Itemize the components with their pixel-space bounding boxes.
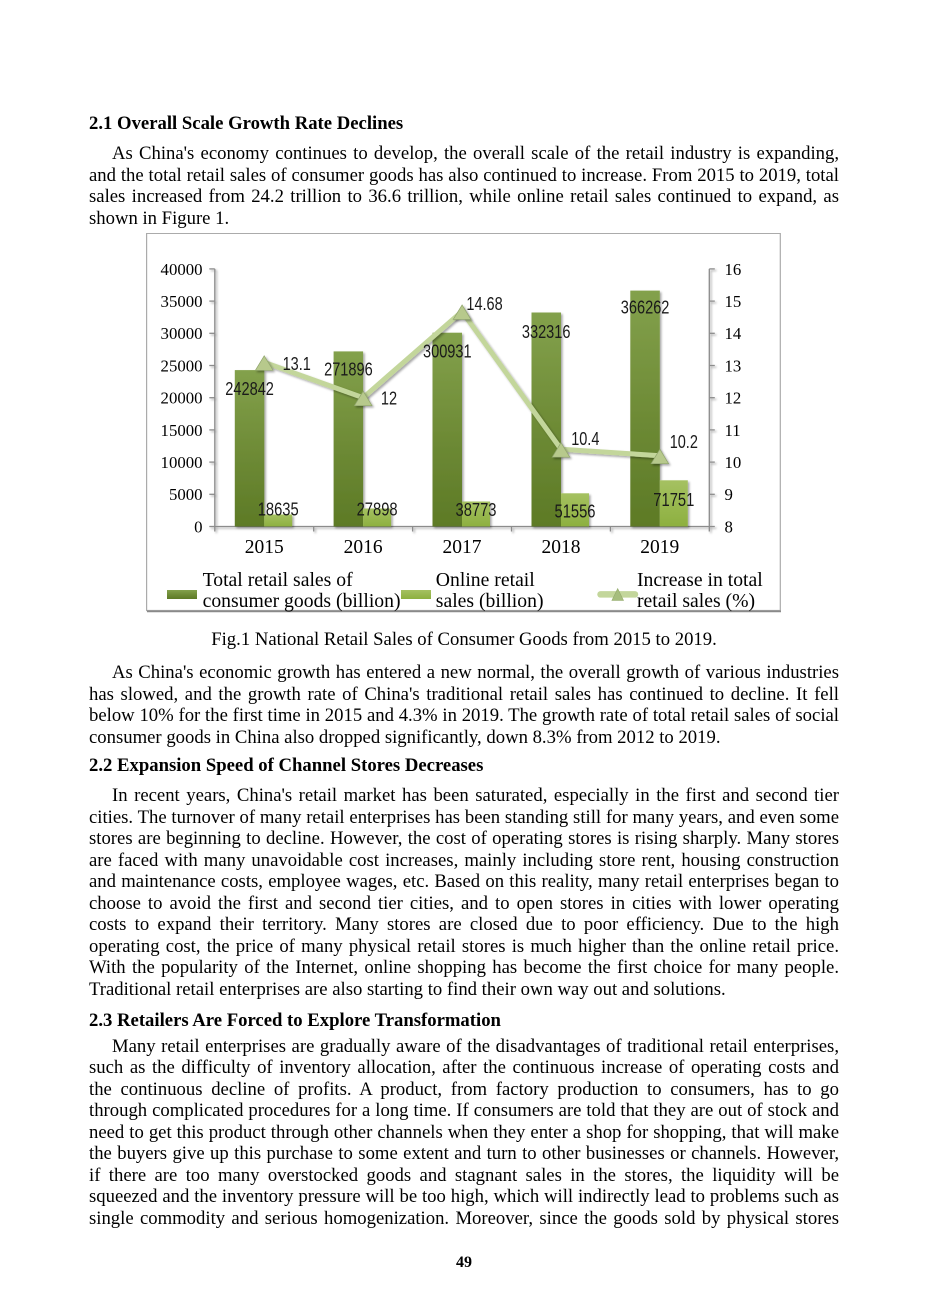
svg-text:71751: 71751 <box>653 490 694 510</box>
svg-text:332316: 332316 <box>522 322 571 342</box>
svg-text:2018: 2018 <box>542 537 581 558</box>
svg-text:51556: 51556 <box>555 502 596 522</box>
svg-text:0: 0 <box>194 517 202 536</box>
svg-text:2017: 2017 <box>443 537 482 558</box>
svg-text:18635: 18635 <box>258 500 299 520</box>
svg-text:9: 9 <box>725 485 733 504</box>
svg-text:10.4: 10.4 <box>571 429 599 449</box>
svg-text:5000: 5000 <box>169 485 203 504</box>
svg-text:40000: 40000 <box>161 260 203 279</box>
svg-text:15: 15 <box>725 292 742 311</box>
svg-text:consumer goods (billion): consumer goods (billion) <box>203 590 401 612</box>
svg-text:14.68: 14.68 <box>466 294 502 314</box>
svg-text:15000: 15000 <box>161 421 203 440</box>
svg-text:11: 11 <box>725 421 741 440</box>
svg-text:10.2: 10.2 <box>670 432 698 452</box>
svg-text:27898: 27898 <box>357 500 398 520</box>
svg-text:300931: 300931 <box>423 342 472 362</box>
svg-text:10000: 10000 <box>161 453 203 472</box>
svg-text:242842: 242842 <box>225 379 274 399</box>
svg-text:10: 10 <box>725 453 742 472</box>
svg-text:13: 13 <box>725 356 742 375</box>
svg-text:2019: 2019 <box>640 537 679 558</box>
svg-text:35000: 35000 <box>161 292 203 311</box>
svg-text:20000: 20000 <box>161 389 203 408</box>
svg-text:Total retail sales of: Total retail sales of <box>203 569 353 591</box>
svg-text:14: 14 <box>725 324 742 343</box>
svg-text:25000: 25000 <box>161 356 203 375</box>
svg-text:Online retail: Online retail <box>436 569 535 591</box>
svg-text:12: 12 <box>725 389 742 408</box>
svg-text:16: 16 <box>725 260 742 279</box>
svg-text:2016: 2016 <box>344 537 383 558</box>
svg-text:Increase in total: Increase in total <box>637 569 763 591</box>
svg-text:30000: 30000 <box>161 324 203 343</box>
svg-text:13.1: 13.1 <box>283 354 311 374</box>
svg-text:retail sales (%): retail sales (%) <box>637 590 755 612</box>
svg-text:366262: 366262 <box>621 297 670 317</box>
svg-text:38773: 38773 <box>456 500 497 520</box>
svg-text:8: 8 <box>725 517 733 536</box>
svg-text:2015: 2015 <box>245 537 284 558</box>
svg-text:12: 12 <box>381 389 397 409</box>
svg-text:sales (billion): sales (billion) <box>436 590 544 612</box>
svg-text:271896: 271896 <box>324 360 373 380</box>
